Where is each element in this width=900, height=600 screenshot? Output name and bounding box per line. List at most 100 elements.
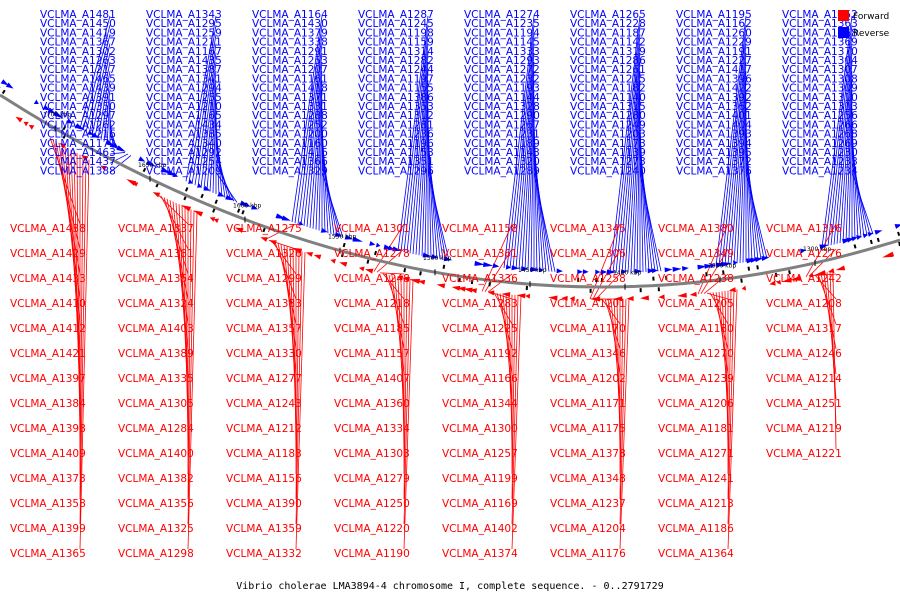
reverse-gene-label[interactable]: VCLMA_A1333 xyxy=(464,46,540,58)
forward-gene-label[interactable]: VCLMA_A1278 xyxy=(334,248,410,260)
reverse-gene-label[interactable]: VCLMA_A1391 xyxy=(40,92,116,104)
reverse-gene-label[interactable]: VCLMA_A1353 xyxy=(358,101,434,113)
reverse-gene-label[interactable]: VCLMA_A1315 xyxy=(570,101,646,113)
forward-gene-label[interactable]: VCLMA_A1276 xyxy=(766,248,842,260)
reverse-gene-label[interactable]: VCLMA_A1209 xyxy=(146,165,222,177)
reverse-gene-label[interactable]: VCLMA_A1291 xyxy=(252,46,328,58)
reverse-gene-label[interactable]: VCLMA_A1254 xyxy=(146,156,222,168)
reverse-gene-label[interactable]: VCLMA_A1143 xyxy=(464,147,540,159)
reverse-gene-label[interactable]: VCLMA_A1228 xyxy=(570,18,646,30)
forward-gene-label[interactable]: VCLMA_A1403 xyxy=(118,323,194,335)
reverse-gene-label[interactable]: VCLMA_A1216 xyxy=(40,129,116,141)
reverse-gene-label[interactable]: VCLMA_A1240 xyxy=(570,165,646,177)
forward-gene-label[interactable]: VCLMA_A1206 xyxy=(658,398,734,410)
forward-gene-label[interactable]: VCLMA_A1361 xyxy=(442,248,518,260)
reverse-gene-label[interactable]: VCLMA_A1309 xyxy=(782,83,858,95)
forward-gene-label[interactable]: VCLMA_A1251 xyxy=(766,398,842,410)
reverse-gene-label[interactable]: VCLMA_A1296 xyxy=(358,165,434,177)
forward-gene-label[interactable]: VCLMA_A1275 xyxy=(226,223,302,235)
forward-gene-label[interactable]: VCLMA_A1279 xyxy=(334,473,410,485)
forward-gene-label[interactable]: VCLMA_A1248 xyxy=(334,273,410,285)
forward-gene-label[interactable]: VCLMA_A1158 xyxy=(442,223,518,235)
reverse-gene-label[interactable]: VCLMA_A1376 xyxy=(676,165,752,177)
reverse-gene-label[interactable]: VCLMA_A1385 xyxy=(146,129,222,141)
forward-gene-label[interactable]: VCLMA_A1284 xyxy=(118,423,194,435)
reverse-gene-label[interactable]: VCLMA_A1422 xyxy=(676,83,752,95)
reverse-gene-label[interactable]: VCLMA_A1236 xyxy=(358,129,434,141)
forward-gene-label[interactable]: VCLMA_A1176 xyxy=(550,548,626,560)
reverse-gene-label[interactable]: VCLMA_A1386 xyxy=(358,92,434,104)
reverse-gene-label[interactable]: VCLMA_A1379 xyxy=(252,27,328,39)
reverse-gene-label[interactable]: VCLMA_A1308 xyxy=(782,73,858,85)
reverse-gene-label[interactable]: VCLMA_A1313 xyxy=(782,101,858,113)
forward-gene-label[interactable]: VCLMA_A1326 xyxy=(226,248,302,260)
reverse-gene-label[interactable]: VCLMA_A1395 xyxy=(676,147,752,159)
forward-gene-label[interactable]: VCLMA_A1218 xyxy=(334,298,410,310)
forward-gene-label[interactable]: VCLMA_A1270 xyxy=(658,348,734,360)
reverse-gene-label[interactable]: VCLMA_A1290 xyxy=(464,110,540,122)
forward-gene-label[interactable]: VCLMA_A1334 xyxy=(334,423,410,435)
forward-gene-label[interactable]: VCLMA_A1170 xyxy=(550,323,626,335)
reverse-gene-label[interactable]: VCLMA_A1207 xyxy=(252,64,328,76)
reverse-gene-label[interactable]: VCLMA_A1281 xyxy=(358,119,434,131)
reverse-gene-label[interactable]: VCLMA_A1328 xyxy=(464,101,540,113)
reverse-gene-label[interactable]: VCLMA_A1231 xyxy=(464,129,540,141)
reverse-gene-label[interactable]: VCLMA_A1362 xyxy=(676,101,752,113)
forward-gene-label[interactable]: VCLMA_A1185 xyxy=(334,323,410,335)
forward-gene-label[interactable]: VCLMA_A1382 xyxy=(118,473,194,485)
reverse-gene-label[interactable]: VCLMA_A1142 xyxy=(570,37,646,49)
reverse-gene-label[interactable]: VCLMA_A1302 xyxy=(40,46,116,58)
reverse-gene-label[interactable]: VCLMA_A1263 xyxy=(40,55,116,67)
forward-gene-label[interactable]: VCLMA_A1348 xyxy=(550,473,626,485)
forward-gene-label[interactable]: VCLMA_A1381 xyxy=(118,248,194,260)
forward-gene-label[interactable]: VCLMA_A1205 xyxy=(658,298,734,310)
reverse-gene-label[interactable]: VCLMA_A1194 xyxy=(464,27,540,39)
forward-gene-label[interactable]: VCLMA_A1400 xyxy=(118,448,194,460)
reverse-gene-label[interactable]: VCLMA_A1388 xyxy=(40,165,116,177)
forward-gene-label[interactable]: VCLMA_A1380 xyxy=(658,223,734,235)
forward-gene-label[interactable]: VCLMA_A1438 xyxy=(10,223,86,235)
forward-gene-label[interactable]: VCLMA_A1346 xyxy=(550,348,626,360)
reverse-gene-label[interactable]: VCLMA_A1210 xyxy=(146,101,222,113)
reverse-gene-label[interactable]: VCLMA_A1437 xyxy=(40,156,116,168)
reverse-gene-label[interactable]: VCLMA_A1195 xyxy=(676,9,752,21)
reverse-gene-label[interactable]: VCLMA_A1159 xyxy=(358,37,434,49)
reverse-gene-label[interactable]: VCLMA_A1439 xyxy=(40,83,116,95)
forward-gene-label[interactable]: VCLMA_A1237 xyxy=(550,498,626,510)
forward-gene-label[interactable]: VCLMA_A1156 xyxy=(226,473,302,485)
reverse-gene-label[interactable]: VCLMA_A1197 xyxy=(358,73,434,85)
reverse-gene-label[interactable]: VCLMA_A1230 xyxy=(782,147,858,159)
reverse-gene-label[interactable]: VCLMA_A1341 xyxy=(146,73,222,85)
forward-gene-label[interactable]: VCLMA_A1225 xyxy=(442,323,518,335)
reverse-gene-label[interactable]: VCLMA_A1211 xyxy=(146,37,222,49)
reverse-gene-label[interactable]: VCLMA_A1255 xyxy=(146,92,222,104)
reverse-gene-label[interactable]: VCLMA_A1267 xyxy=(464,119,540,131)
reverse-gene-label[interactable]: VCLMA_A1172 xyxy=(40,138,116,150)
forward-gene-label[interactable]: VCLMA_A1407 xyxy=(334,373,410,385)
forward-gene-label[interactable]: VCLMA_A1175 xyxy=(550,423,626,435)
forward-gene-label[interactable]: VCLMA_A1180 xyxy=(658,323,734,335)
forward-gene-label[interactable]: VCLMA_A1166 xyxy=(442,373,518,385)
forward-gene-label[interactable]: VCLMA_A1359 xyxy=(226,523,302,535)
forward-gene-label[interactable]: VCLMA_A1241 xyxy=(658,473,734,485)
reverse-gene-label[interactable]: VCLMA_A1307 xyxy=(782,64,858,76)
forward-gene-label[interactable]: VCLMA_A1433 xyxy=(10,273,86,285)
forward-gene-label[interactable]: VCLMA_A1221 xyxy=(766,448,842,460)
forward-gene-label[interactable]: VCLMA_A1239 xyxy=(658,373,734,385)
reverse-gene-label[interactable]: VCLMA_A1396 xyxy=(676,73,752,85)
reverse-gene-label[interactable]: VCLMA_A1249 xyxy=(570,119,646,131)
reverse-gene-label[interactable]: VCLMA_A1232 xyxy=(464,73,540,85)
forward-gene-label[interactable]: VCLMA_A1192 xyxy=(442,348,518,360)
reverse-gene-label[interactable]: VCLMA_A1417 xyxy=(676,64,752,76)
reverse-gene-label[interactable]: VCLMA_A1331 xyxy=(252,101,328,113)
forward-gene-label[interactable]: VCLMA_A1383 xyxy=(226,298,302,310)
reverse-gene-label[interactable]: VCLMA_A1173 xyxy=(570,138,646,150)
reverse-gene-label[interactable]: VCLMA_A1145 xyxy=(464,37,540,49)
forward-gene-label[interactable]: VCLMA_A1157 xyxy=(334,348,410,360)
forward-gene-label[interactable]: VCLMA_A1202 xyxy=(550,373,626,385)
forward-gene-label[interactable]: VCLMA_A1409 xyxy=(10,448,86,460)
reverse-gene-label[interactable]: VCLMA_A1153 xyxy=(358,147,434,159)
reverse-gene-label[interactable]: VCLMA_A1189 xyxy=(464,138,540,150)
reverse-gene-label[interactable]: VCLMA_A1351 xyxy=(358,156,434,168)
forward-gene-label[interactable]: VCLMA_A1374 xyxy=(442,548,518,560)
